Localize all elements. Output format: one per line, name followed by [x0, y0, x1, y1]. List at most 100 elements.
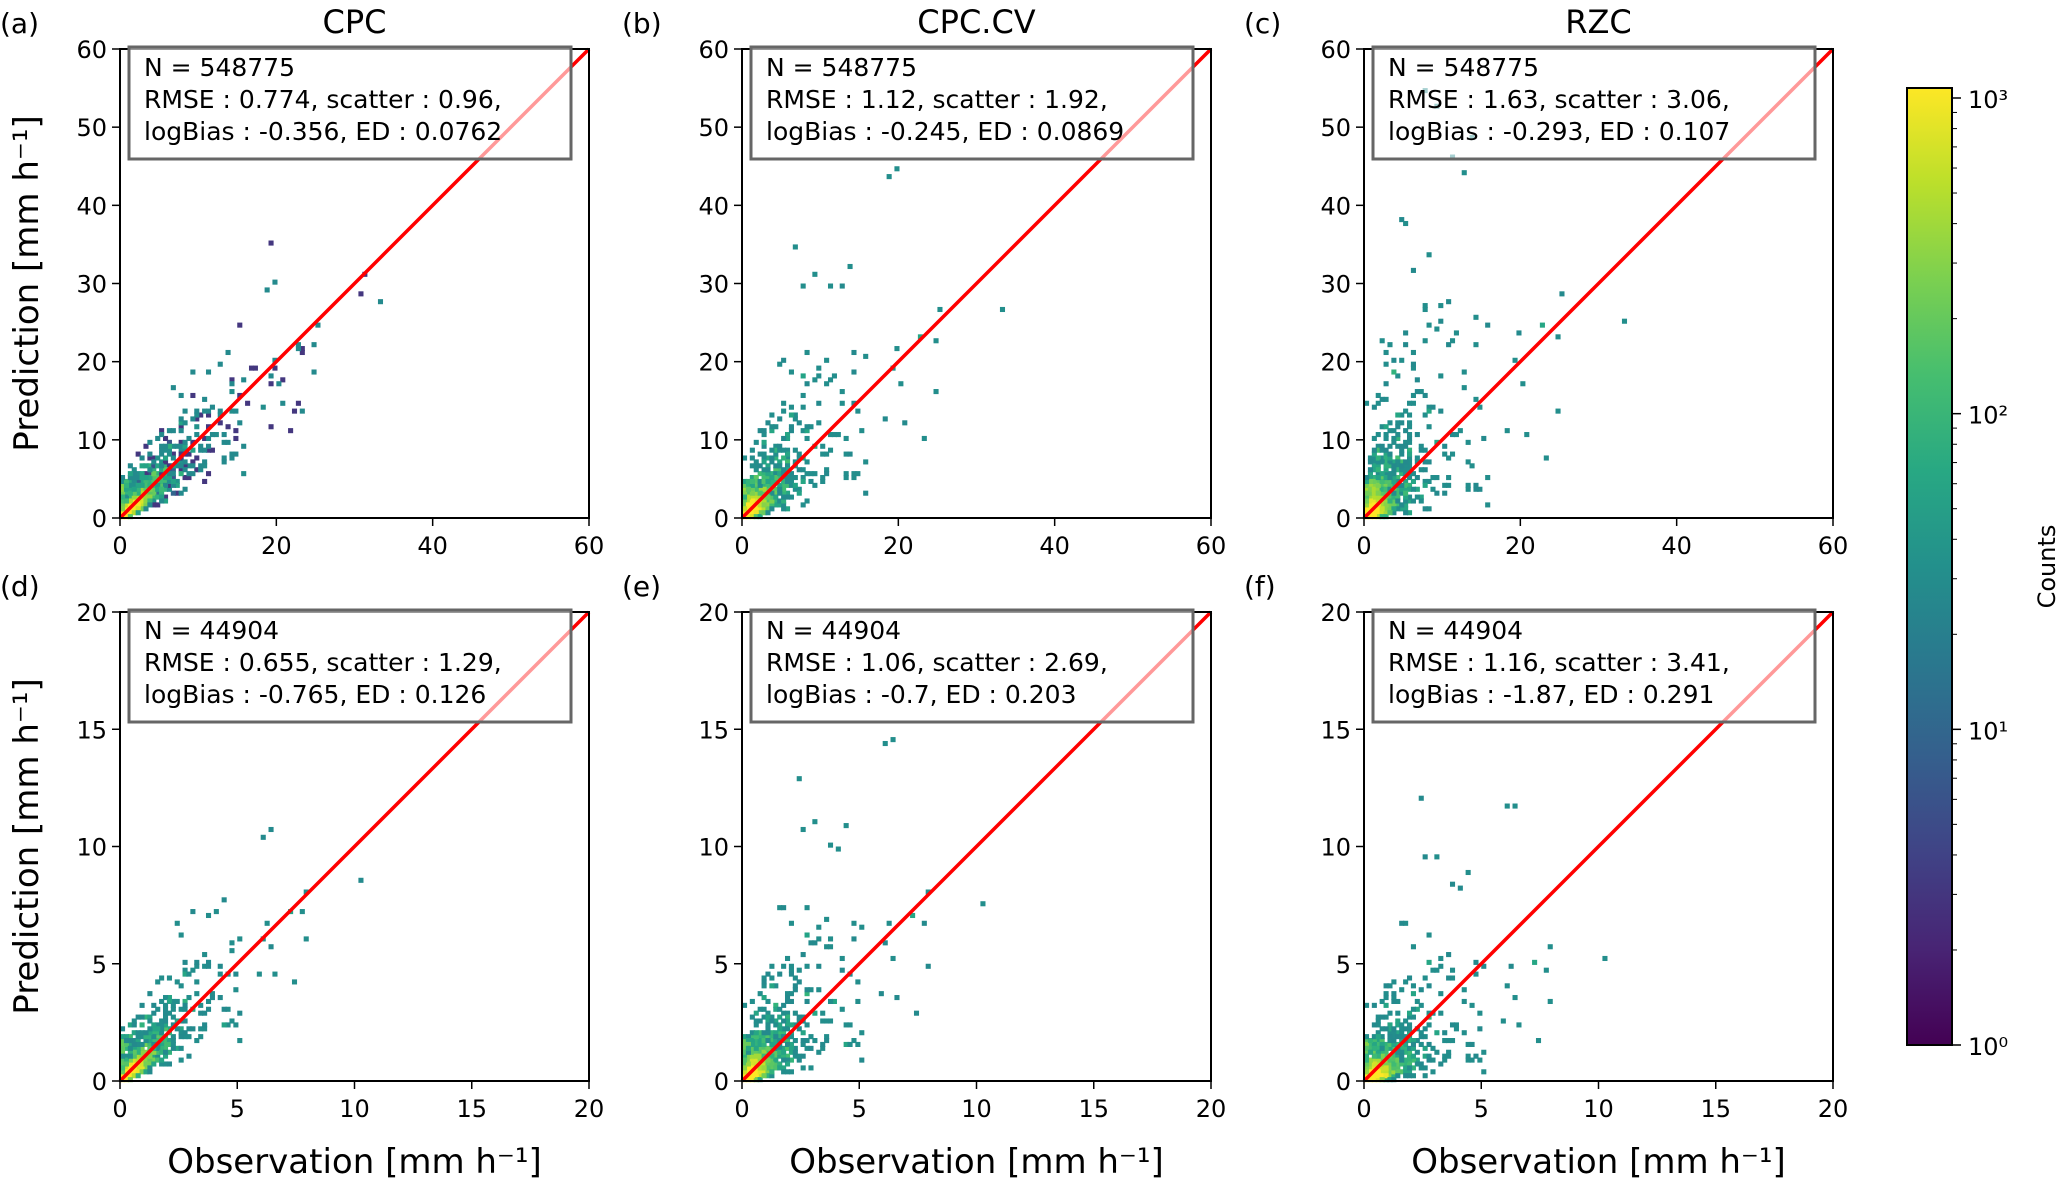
- hexbin-cell: [1371, 486, 1377, 492]
- hexbin-cell: [804, 998, 810, 1005]
- hexbin-cell: [749, 1073, 755, 1079]
- hexbin-cell: [178, 932, 184, 938]
- hexbin-cell: [1383, 455, 1389, 461]
- hexbin-cell: [155, 435, 161, 442]
- hexbin-cell: [166, 451, 172, 457]
- hexbin-cell: [824, 1034, 830, 1040]
- hexbin-cell: [1371, 451, 1377, 457]
- hexbin-cell: [792, 412, 798, 418]
- stats-line: N = 44904: [766, 616, 901, 645]
- hexbin-cell: [769, 1018, 775, 1024]
- hexbin-cell: [131, 1041, 137, 1047]
- hexbin-cell: [749, 478, 755, 484]
- hexbin-cell: [765, 1061, 771, 1067]
- hexbin-cell: [135, 490, 141, 496]
- hexbin-cell: [800, 502, 806, 508]
- hexbin-cell: [769, 447, 775, 453]
- hexbin-cell: [139, 498, 145, 504]
- hexbin-cell: [1403, 459, 1409, 465]
- hexbin-cell: [781, 1045, 787, 1051]
- hexbin-cell: [804, 381, 810, 387]
- hexbin-cell: [198, 447, 204, 453]
- hexbin-cell: [1399, 1022, 1405, 1028]
- hexbin-cell: [186, 1034, 192, 1040]
- hexbin-cell: [162, 443, 169, 449]
- hexbin-cell: [1383, 396, 1389, 402]
- hexbin-cell: [773, 1057, 779, 1063]
- hexbin-cell: [139, 463, 145, 469]
- hexbin-cell: [123, 490, 129, 496]
- hexbin-cell: [1399, 471, 1405, 477]
- hexbin-cell: [233, 408, 239, 414]
- hexbin-cell: [788, 475, 794, 481]
- hexbin-cell: [159, 1061, 165, 1067]
- hexbin-cell: [155, 1034, 161, 1040]
- hexbin-cell: [1364, 1073, 1370, 1079]
- hexbin-cell: [1371, 1065, 1377, 1071]
- hexbin-cell: [1449, 881, 1456, 887]
- y-tick-label: 10: [1320, 427, 1351, 455]
- hexbin-cell: [1438, 1061, 1444, 1067]
- hexbin-cell: [1371, 1022, 1377, 1028]
- y-axis-label: Prediction [mm h⁻¹]: [7, 115, 47, 451]
- hexbin-cell: [1375, 478, 1381, 484]
- hexbin-cell: [1391, 1038, 1397, 1044]
- hexbin-cell: [1422, 482, 1428, 488]
- hexbin-cell: [1395, 1065, 1401, 1071]
- hexbin-cell: [749, 1053, 755, 1059]
- hexbin-cell: [1403, 1061, 1409, 1067]
- hexbin-cell: [761, 506, 767, 512]
- hexbin-cell: [135, 471, 141, 477]
- hexbin-cell: [781, 490, 787, 496]
- hexbin-cell: [127, 1038, 133, 1044]
- hexbin-cell: [781, 486, 787, 492]
- hexbin-cell: [190, 416, 196, 422]
- hexbin-cell: [123, 1077, 129, 1083]
- hexbin-cell: [831, 998, 837, 1005]
- subplot-title: CPC: [323, 3, 387, 41]
- hexbin-cell: [781, 1010, 787, 1016]
- hexbin-cell: [1438, 303, 1444, 309]
- hexbin-cell: [1391, 482, 1397, 488]
- hexbin-cell: [773, 1061, 779, 1067]
- hexbin-cell: [1391, 357, 1397, 363]
- hexbin-cell: [820, 475, 826, 481]
- hexbin-cell: [120, 482, 126, 488]
- hexbin-cell: [166, 447, 172, 453]
- hexbin-cell: [1383, 502, 1389, 508]
- hexbin-cell: [742, 510, 748, 516]
- hexbin-cell: [1414, 389, 1420, 395]
- hexbin-cell: [765, 471, 771, 477]
- hexbin-cell: [213, 909, 219, 915]
- hexbin-cell: [777, 361, 783, 367]
- hexbin-cell: [135, 1073, 141, 1079]
- hexbin-cell: [824, 1038, 830, 1044]
- hexbin-cell: [131, 490, 137, 496]
- hexbin-cell: [143, 1057, 149, 1063]
- hexbin-cell: [131, 1069, 137, 1075]
- hexbin-cell: [769, 490, 775, 496]
- hexbin-cell: [753, 467, 759, 473]
- hexbin-cell: [1410, 1057, 1416, 1063]
- hexbin-cell: [186, 435, 192, 442]
- stats-line: logBias : -0.356, ED : 0.0762: [144, 117, 502, 146]
- hexbin-cell: [233, 1022, 239, 1028]
- hexbin-cell: [1391, 1065, 1397, 1071]
- hexbin-cell: [170, 443, 176, 449]
- hexbin-cell: [1430, 967, 1436, 973]
- hexbin-cell: [139, 1069, 145, 1075]
- hexbin-cell: [159, 1057, 165, 1063]
- hexbin-cell: [198, 1026, 204, 1032]
- hexbin-cell: [777, 467, 783, 473]
- hexbin-cell: [1371, 467, 1377, 473]
- hexbin-cell: [120, 1049, 126, 1055]
- hexbin-cell: [1406, 482, 1413, 488]
- hexbin-cell: [178, 447, 184, 453]
- hexbin-cell: [170, 428, 176, 434]
- hexbin-cell: [1395, 475, 1401, 481]
- hexbin-cell: [256, 971, 262, 977]
- hexbin-cell: [851, 936, 857, 942]
- hexbin-cell: [147, 463, 153, 469]
- hexbin-cell: [139, 502, 145, 508]
- hexbin-cell: [749, 486, 755, 492]
